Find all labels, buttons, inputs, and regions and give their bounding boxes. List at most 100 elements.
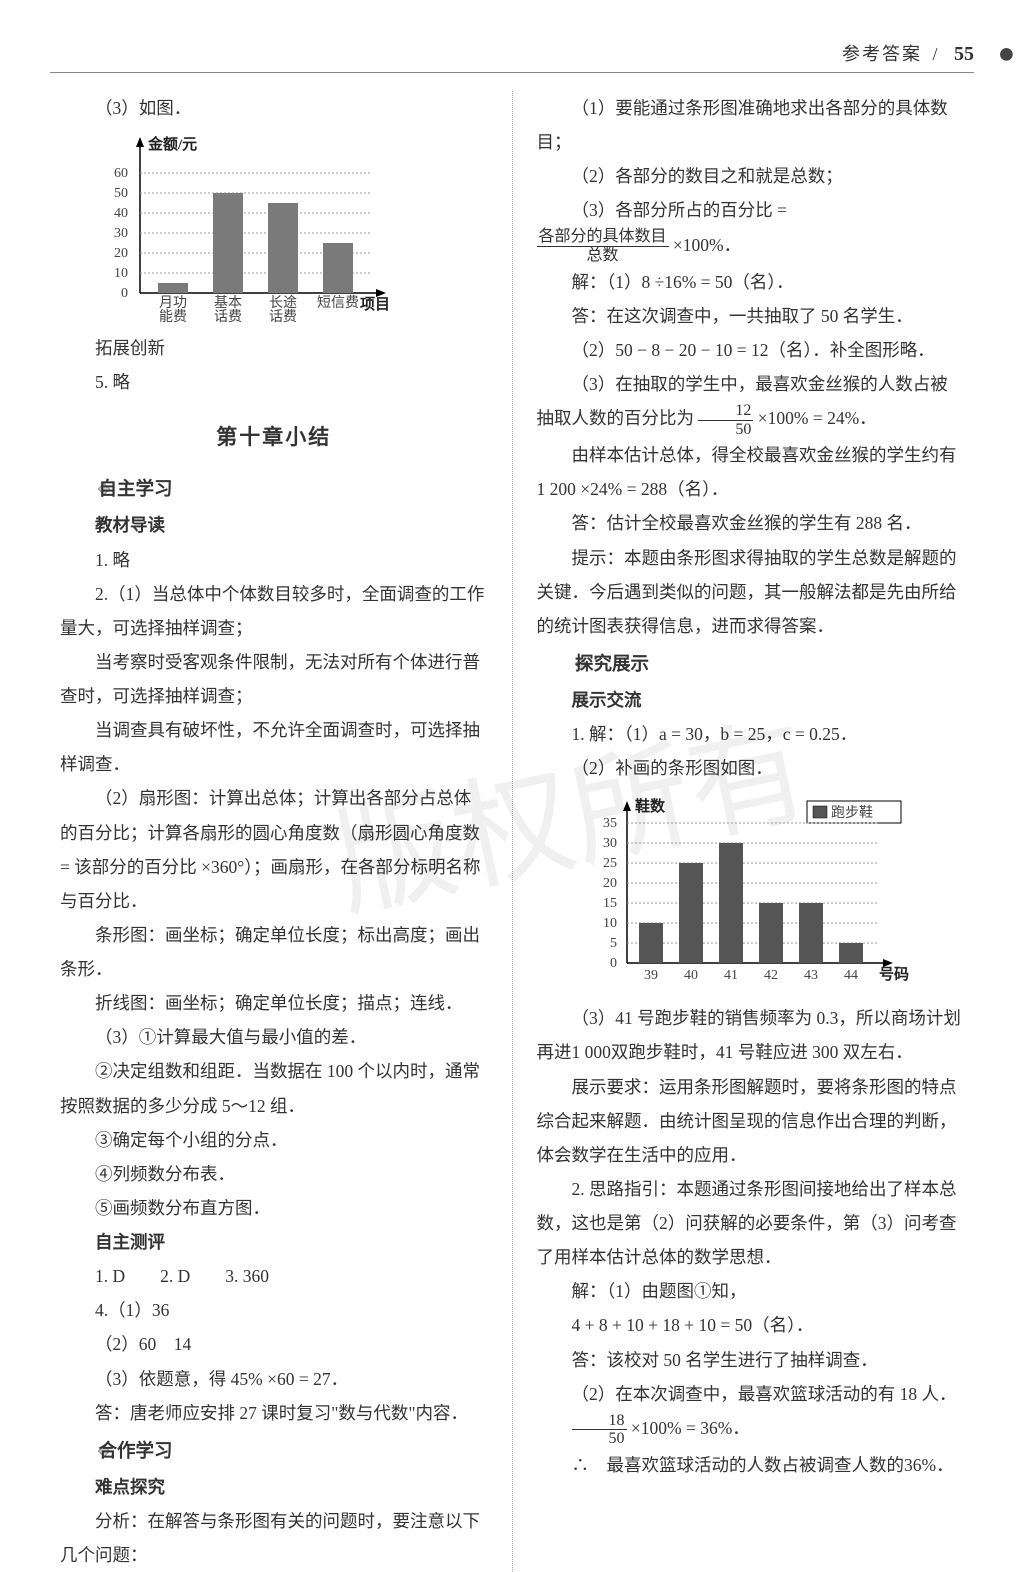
chart2-x2: 41 bbox=[724, 968, 738, 983]
chapter-title: 第十章小结 bbox=[60, 417, 488, 458]
two-column-layout: （3）如图． 金额/元 项目 bbox=[50, 91, 974, 1572]
t2f-num: 18 bbox=[572, 1412, 627, 1431]
t2e: （2）在本次调查中，最喜欢篮球活动的有 18 人． bbox=[537, 1377, 965, 1411]
t2f-den: 50 bbox=[572, 1430, 627, 1448]
q2-3c: ③确定每个小组的分点． bbox=[60, 1123, 488, 1157]
r2: （2）各部分的数目之和就是总数； bbox=[537, 159, 965, 193]
t2f: ×100% = 36%． bbox=[631, 1418, 750, 1438]
chart1-bar-1 bbox=[213, 193, 243, 293]
q2-b: 当调查具有破坏性，不允许全面调查时，可选择抽样调查． bbox=[60, 713, 488, 781]
zizhu-text: 自主学习 bbox=[99, 480, 173, 500]
svg-text:话费: 话费 bbox=[214, 309, 242, 323]
t2d: 答：该校对 50 名学生进行了抽样调查． bbox=[537, 1343, 965, 1377]
chart2-x0: 39 bbox=[644, 968, 658, 983]
r4: 解：（1）8 ÷16% = 50（名）． bbox=[537, 265, 965, 299]
chart2-x1: 40 bbox=[684, 968, 698, 983]
right-column: （1）要能通过条形图准确地求出各部分的具体数目； （2）各部分的数目之和就是总数… bbox=[513, 91, 975, 1572]
q2-1: 2.（1）当总体中个体数目较多时，全面调查的工作量大，可选择抽样调查； bbox=[60, 577, 488, 645]
t2c: 4 + 8 + 10 + 18 + 10 = 50（名）． bbox=[537, 1308, 965, 1342]
bar-chart-2-svg: 鞋数 号码 跑步鞋 0 5 10 15 bbox=[577, 793, 917, 993]
tuozhan-label: 拓展创新 bbox=[60, 331, 488, 365]
r3b: ×100%． bbox=[673, 235, 741, 255]
chart1-ytick-40: 40 bbox=[114, 206, 128, 221]
q2-3e: ⑤画频数分布直方图． bbox=[60, 1191, 488, 1225]
chart1-bar-3 bbox=[323, 243, 353, 293]
q2-2b: 条形图：画坐标；确定单位长度；标出高度；画出条形． bbox=[60, 918, 488, 986]
chart2-yt1: 5 bbox=[610, 936, 617, 951]
fraction-12-50: 12 50 bbox=[698, 402, 753, 438]
r1: （1）要能通过条形图准确地求出各部分的具体数目； bbox=[537, 91, 965, 159]
chart2-yt6: 30 bbox=[603, 836, 617, 851]
q1: 1. 略 bbox=[60, 543, 488, 577]
chart1-xlabel: 项目 bbox=[360, 296, 390, 313]
tanjiu-text: 探究展示 bbox=[575, 655, 649, 675]
r3-num: 各部分的具体数目 bbox=[537, 228, 669, 247]
q2-2a: （2）扇形图：计算出总体；计算出各部分占总体的百分比；计算各扇形的圆心角度数（扇… bbox=[60, 781, 488, 918]
chart2-yt3: 15 bbox=[603, 896, 617, 911]
chart1-bar-2 bbox=[268, 203, 298, 293]
chart1-ytick-30: 30 bbox=[114, 226, 128, 241]
hezuo-text: 合作学习 bbox=[99, 1442, 173, 1462]
zizhu-title: 自主学习 bbox=[60, 472, 488, 508]
svg-text:话费: 话费 bbox=[269, 309, 297, 323]
bar-chart-1-svg: 金额/元 项目 0 10 20 30 40 50 60 bbox=[100, 133, 400, 323]
nandian-label: 难点探究 bbox=[60, 1470, 488, 1504]
svg-text:月功: 月功 bbox=[159, 295, 187, 311]
chart2-bar-40 bbox=[679, 863, 703, 963]
t2f-line: 18 50 ×100% = 36%． bbox=[537, 1411, 965, 1448]
chart-amount-by-project: 金额/元 项目 0 10 20 30 40 50 60 bbox=[100, 133, 488, 323]
t1b: （2）补画的条形图如图． bbox=[537, 751, 965, 785]
svg-text:基本: 基本 bbox=[214, 294, 242, 311]
fenxi-text: 分析：在解答与条形图有关的问题时，要注意以下几个问题： bbox=[60, 1504, 488, 1572]
zhanshi-label: 展示交流 bbox=[537, 683, 965, 717]
jiaocai-label: 教材导读 bbox=[60, 508, 488, 542]
chart2-bar-41 bbox=[719, 843, 743, 963]
q5: 5. 略 bbox=[60, 365, 488, 399]
chart1-ytick-50: 50 bbox=[114, 186, 128, 201]
chart2-yt7: 35 bbox=[603, 816, 617, 831]
chart2-legend-swatch bbox=[813, 806, 827, 818]
chart-shoes-by-size: 鞋数 号码 跑步鞋 0 5 10 15 bbox=[577, 793, 965, 993]
header-page-number: 55 bbox=[954, 43, 974, 65]
diamond-icon bbox=[79, 1435, 93, 1449]
r6: （2）50 − 8 − 20 − 10 = 12（名）．补全图形略． bbox=[537, 333, 965, 367]
chart2-yt2: 10 bbox=[603, 916, 617, 931]
chart2-yt5: 25 bbox=[603, 856, 617, 871]
r8: 由样本估计总体，得全校最喜欢金丝猴的学生约有 1 200 ×24% = 288（… bbox=[537, 438, 965, 506]
chart1-bar-0 bbox=[158, 283, 188, 293]
svg-text:短信费: 短信费 bbox=[317, 295, 359, 311]
r7-num: 12 bbox=[698, 402, 753, 421]
item-3-intro: （3）如图． bbox=[60, 91, 488, 125]
r9: 答：估计全校最喜欢金丝猴的学生有 288 名． bbox=[537, 506, 965, 540]
chart1-ytick-20: 20 bbox=[114, 246, 128, 261]
t1: 1. 解：（1）a = 30，b = 25，c = 0.25． bbox=[537, 717, 965, 751]
chart2-x3: 42 bbox=[764, 968, 778, 983]
chart2-xlabel: 号码 bbox=[879, 966, 909, 983]
hezuo-title: 合作学习 bbox=[60, 1434, 488, 1470]
diamond-icon bbox=[555, 648, 569, 662]
r3-den: 总数 bbox=[537, 247, 669, 265]
z1: 1. D 2. D 3. 360 bbox=[60, 1259, 488, 1293]
t2b: 解：（1）由题图①知， bbox=[537, 1274, 965, 1308]
t2a: 2. 思路指引：本题通过条形图间接地给出了样本总数，这也是第（2）问获解的必要条… bbox=[537, 1172, 965, 1274]
ziceping-label: 自主测评 bbox=[60, 1225, 488, 1259]
q2-3a: （3）①计算最大值与最小值的差． bbox=[60, 1020, 488, 1054]
diamond-icon bbox=[79, 473, 93, 487]
r5: 答：在这次调查中，一共抽取了 50 名学生． bbox=[537, 299, 965, 333]
chart1-ytick-10: 10 bbox=[114, 266, 128, 281]
q2-3d: ④列频数分布表． bbox=[60, 1157, 488, 1191]
q2-3b: ②决定组数和组距．当数据在 100 个以内时，通常按照数据的多少分成 5～12 … bbox=[60, 1054, 488, 1122]
header-slash: / bbox=[932, 44, 937, 64]
z4c: （3）依题意，得 45% ×60 = 27． bbox=[60, 1362, 488, 1396]
chart2-x5: 44 bbox=[844, 968, 858, 983]
header-label: 参考答案 bbox=[842, 44, 922, 64]
chart2-bar-44 bbox=[839, 943, 863, 963]
chart2-x4: 43 bbox=[804, 968, 818, 983]
r3a: （3）各部分所占的百分比 = bbox=[537, 193, 965, 227]
q2-a: 当考察时受客观条件限制，无法对所有个体进行普查时，可选择抽样调查； bbox=[60, 645, 488, 713]
z4b: （2）60 14 bbox=[60, 1327, 488, 1361]
fraction-parts-over-total: 各部分的具体数目 总数 bbox=[537, 228, 669, 264]
left-column: （3）如图． 金额/元 项目 bbox=[50, 91, 513, 1572]
r10: 提示：本题由条形图求得抽取的学生总数是解题的关键．今后遇到类似的问题，其一般解法… bbox=[537, 541, 965, 643]
chart1-ytick-60: 60 bbox=[114, 166, 128, 181]
